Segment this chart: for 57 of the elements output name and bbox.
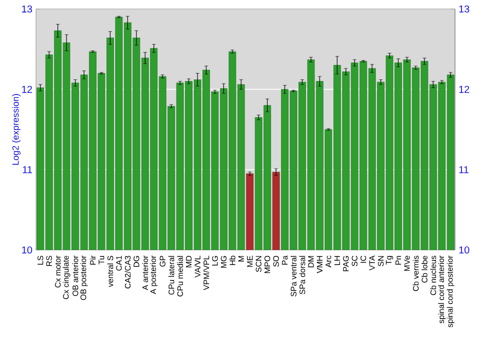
x-tick-label: Arc <box>326 256 332 268</box>
x-tick-label: CA2/CA3 <box>124 256 131 288</box>
x-tick-label: MG <box>220 256 227 268</box>
y2-tick-label: 13 <box>459 5 470 13</box>
x-tick-label: OB anterior <box>72 256 78 296</box>
x-tick-label: LG <box>212 256 218 266</box>
x-tick-label: Pa <box>282 255 288 265</box>
x-tick-label: IC <box>360 256 366 263</box>
x-tick-label: Cb lobe <box>422 256 428 283</box>
x-tick-label: CPu lateral <box>168 256 174 295</box>
x-tick-label: M <box>238 256 244 262</box>
x-tick-label: SO <box>273 256 279 267</box>
x-tick-label: A anterior <box>142 256 148 290</box>
x-tick-label: ventral S <box>107 256 114 287</box>
x-tick-label: MPO <box>264 256 270 274</box>
x-tick-label: MD <box>186 256 192 268</box>
x-tick-label: spinal cord posterior <box>446 256 454 328</box>
x-tick-label: Pir <box>90 256 96 265</box>
x-tick-label: CA1 <box>116 256 122 271</box>
x-tick-label: Tg <box>386 256 394 265</box>
x-tick-label: MVe <box>404 256 410 271</box>
x-tick-label: ME <box>247 256 253 267</box>
x-tick-label: SN <box>378 256 384 266</box>
y-tick-label: 10 <box>22 246 32 254</box>
x-tick-label: GP <box>160 256 166 267</box>
x-tick-label: Hb <box>229 256 236 266</box>
y2-tick-label: 10 <box>459 246 470 254</box>
x-tick-label: Cx motor <box>55 256 61 288</box>
x-tick-label: Tu <box>98 256 104 264</box>
y-tick-label: 12 <box>22 86 32 93</box>
y2-tick-label: 11 <box>459 166 468 174</box>
x-tick-label: DG <box>134 256 140 267</box>
x-tick-label: OB posterior <box>80 256 88 300</box>
x-tick-label: VMH <box>316 256 322 274</box>
y-tick-label: 11 <box>22 166 32 174</box>
x-tick-label: SPa dorsal <box>299 256 306 294</box>
y-axis-title: Log2 (expression) <box>12 94 20 165</box>
x-tick-label: DM <box>308 256 314 268</box>
x-tick-label: SPa ventral <box>290 256 296 296</box>
x-tick-label: Cb vermis <box>412 256 419 292</box>
y-tick-label: 13 <box>22 5 32 13</box>
x-tick-label: spinal cord anterior <box>438 256 446 324</box>
x-tick-label: Cx cingulate <box>62 256 70 300</box>
x-tick-label: A posterior <box>150 256 158 294</box>
x-tick-label: VA/VL <box>194 256 200 278</box>
y2-tick-label: 12 <box>459 86 470 93</box>
x-tick-label: CPu medial <box>177 256 183 296</box>
x-tick-label: Cb nucleus <box>430 256 436 296</box>
x-tick-label: RS <box>46 256 52 266</box>
x-tick-label: VTA <box>369 255 375 270</box>
x-tick-label: PAG <box>343 256 349 272</box>
x-tick-label: SCN <box>256 256 262 272</box>
x-tick-label: Pn <box>396 256 402 265</box>
x-tick-label: VPM/VPL <box>203 256 210 290</box>
x-tick-label: LS <box>38 256 44 265</box>
x-tick-label: SC <box>352 256 358 266</box>
x-tick-label: LH <box>334 256 340 266</box>
